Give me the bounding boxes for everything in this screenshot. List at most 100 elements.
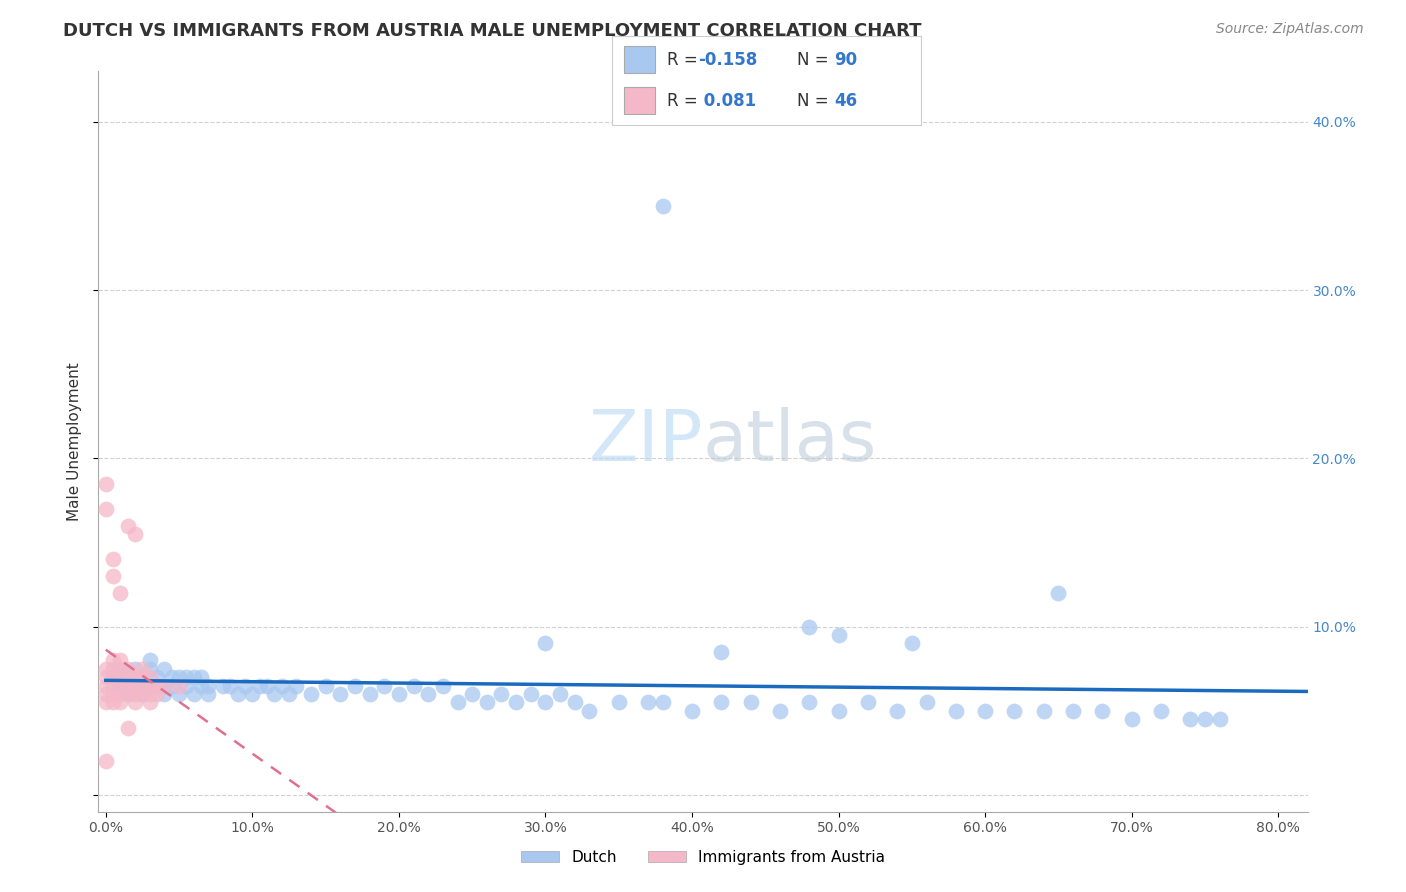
Point xyxy=(190,679,212,693)
Point xyxy=(117,721,139,735)
Point xyxy=(146,679,169,693)
Point xyxy=(197,687,219,701)
Point xyxy=(534,695,557,709)
Point xyxy=(110,687,132,701)
FancyBboxPatch shape xyxy=(624,46,655,73)
Point xyxy=(117,670,139,684)
Point xyxy=(101,695,124,709)
Point xyxy=(240,687,263,701)
Point xyxy=(373,679,395,693)
Point xyxy=(886,704,908,718)
Point xyxy=(651,695,673,709)
Point xyxy=(101,687,124,701)
Point xyxy=(167,670,190,684)
Point xyxy=(131,662,153,676)
Point xyxy=(117,670,139,684)
Point xyxy=(329,687,352,701)
Point xyxy=(607,695,630,709)
Point xyxy=(94,754,117,768)
Point xyxy=(1032,704,1054,718)
Text: R =: R = xyxy=(668,51,703,69)
Point xyxy=(256,679,278,693)
Point xyxy=(110,670,132,684)
Point xyxy=(799,695,821,709)
Point xyxy=(270,679,292,693)
Point xyxy=(974,704,997,718)
Point xyxy=(124,670,146,684)
Point xyxy=(1121,712,1143,726)
Point xyxy=(131,670,153,684)
Point xyxy=(160,670,183,684)
Point xyxy=(799,619,821,633)
Point xyxy=(388,687,411,701)
Point xyxy=(219,679,242,693)
Point xyxy=(315,679,337,693)
Point xyxy=(131,687,153,701)
Point xyxy=(94,695,117,709)
Point xyxy=(710,695,733,709)
Point xyxy=(110,679,132,693)
Point xyxy=(117,662,139,676)
Text: ZIP: ZIP xyxy=(589,407,703,476)
Point xyxy=(117,679,139,693)
Point xyxy=(153,662,176,676)
Point xyxy=(432,679,454,693)
Point xyxy=(94,687,117,701)
Point xyxy=(138,687,160,701)
Legend: Dutch, Immigrants from Austria: Dutch, Immigrants from Austria xyxy=(515,844,891,871)
Point xyxy=(461,687,484,701)
Point xyxy=(117,687,139,701)
Point xyxy=(146,687,169,701)
Point xyxy=(138,653,160,667)
Point xyxy=(138,695,160,709)
Point xyxy=(131,687,153,701)
Point xyxy=(769,704,792,718)
Point xyxy=(359,687,381,701)
Point xyxy=(101,662,124,676)
Y-axis label: Male Unemployment: Male Unemployment xyxy=(66,362,82,521)
Point xyxy=(1047,586,1070,600)
Text: atlas: atlas xyxy=(703,407,877,476)
Point xyxy=(299,687,322,701)
Point xyxy=(1004,704,1026,718)
Point xyxy=(117,687,139,701)
Text: R =: R = xyxy=(668,92,703,110)
Point xyxy=(491,687,513,701)
Point xyxy=(101,569,124,583)
Point xyxy=(101,670,124,684)
Point xyxy=(1194,712,1216,726)
Point xyxy=(160,679,183,693)
Point xyxy=(131,670,153,684)
Point xyxy=(176,679,198,693)
Point xyxy=(278,687,301,701)
Point xyxy=(901,636,924,650)
Point xyxy=(124,679,146,693)
Point xyxy=(263,687,285,701)
Point xyxy=(1062,704,1084,718)
Point xyxy=(131,679,153,693)
Point xyxy=(146,679,169,693)
Point xyxy=(124,679,146,693)
Point xyxy=(446,695,468,709)
Point xyxy=(856,695,879,709)
Point xyxy=(233,679,256,693)
Point xyxy=(124,695,146,709)
Point xyxy=(548,687,571,701)
Point xyxy=(101,679,124,693)
Point xyxy=(534,636,557,650)
FancyBboxPatch shape xyxy=(624,87,655,114)
Text: N =: N = xyxy=(797,92,834,110)
Point xyxy=(138,679,160,693)
Point xyxy=(637,695,659,709)
Point xyxy=(138,662,160,676)
Point xyxy=(94,662,117,676)
Point xyxy=(110,662,132,676)
Point xyxy=(117,518,139,533)
Point xyxy=(505,695,527,709)
Point xyxy=(1091,704,1114,718)
Point xyxy=(138,679,160,693)
Point xyxy=(915,695,938,709)
Point xyxy=(827,628,849,642)
Text: 46: 46 xyxy=(834,92,858,110)
Point xyxy=(681,704,703,718)
